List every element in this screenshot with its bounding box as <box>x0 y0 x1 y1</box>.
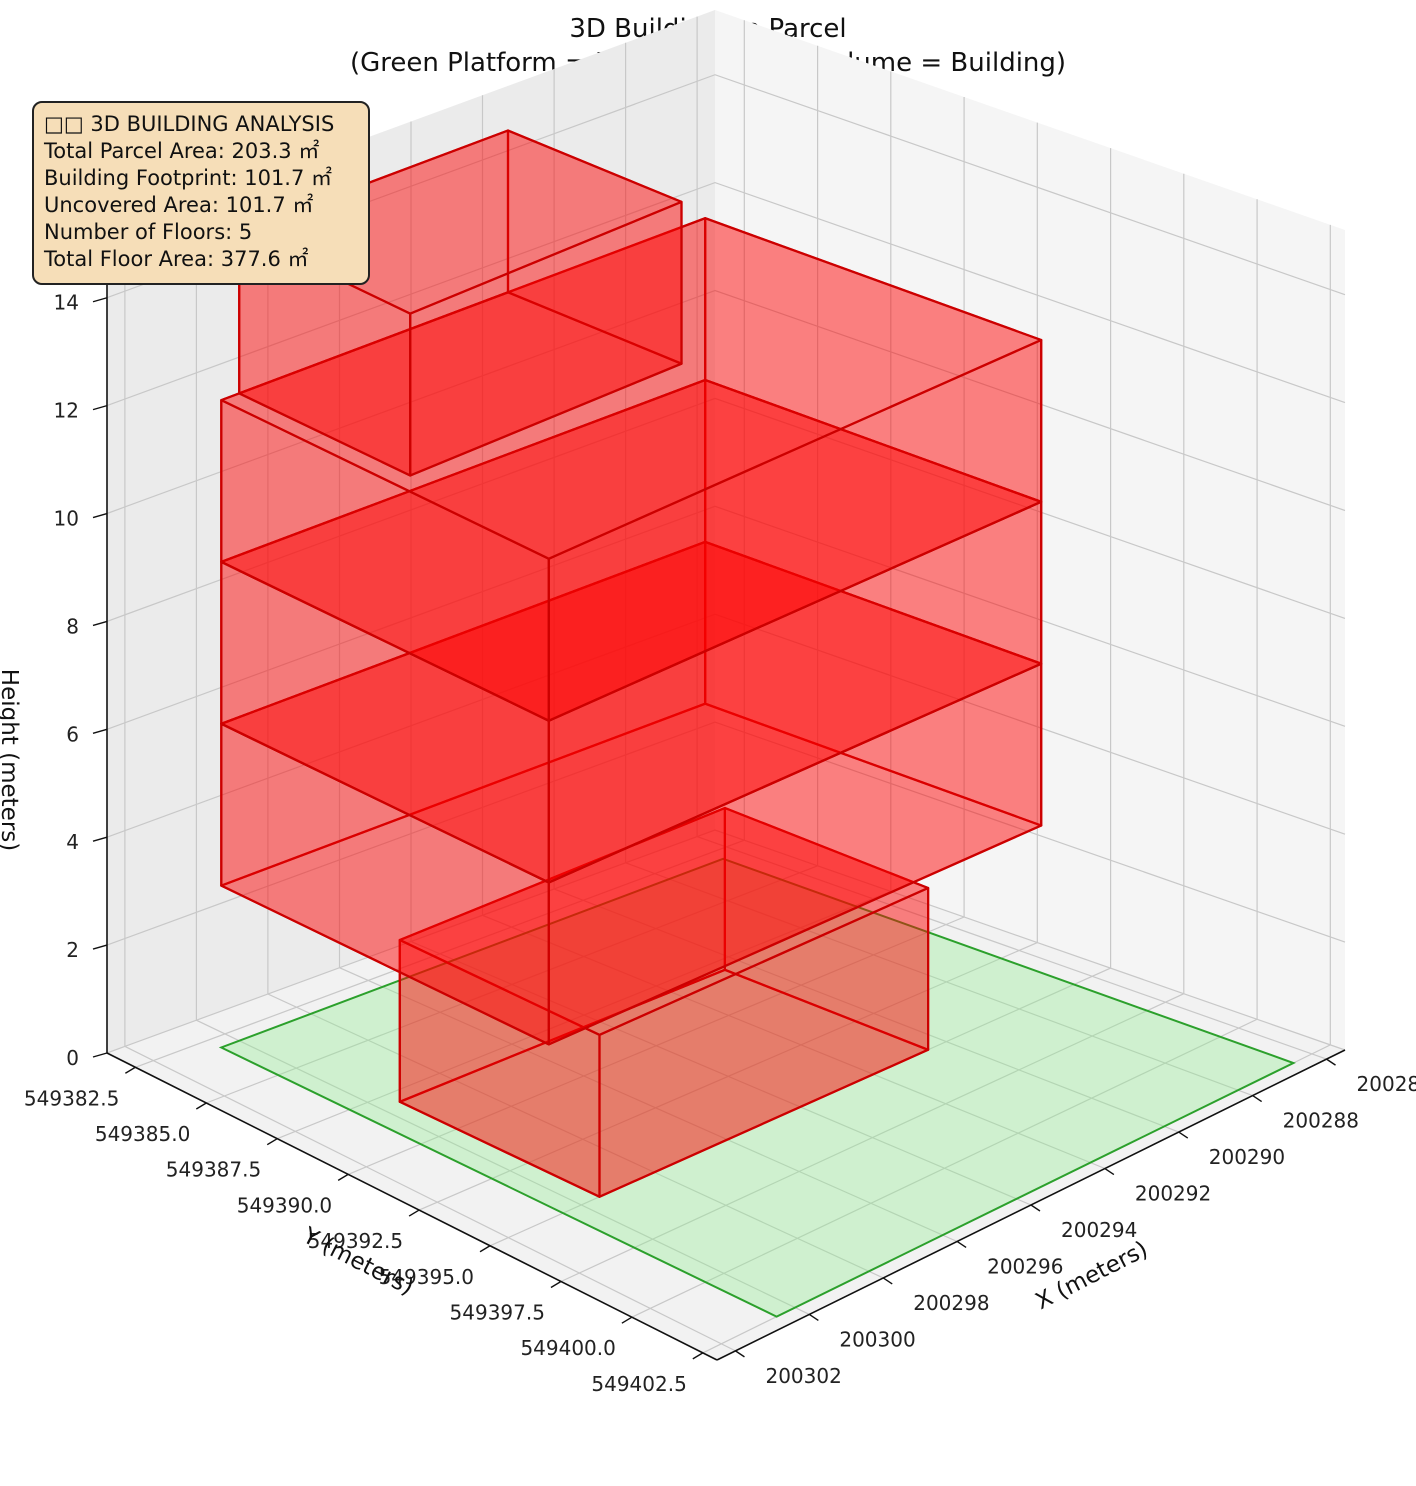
grid-line-z <box>106 613 1346 838</box>
y-tick-label: 549402.5 <box>591 1372 686 1396</box>
x-tick <box>808 1313 819 1321</box>
x-tick-label: 200296 <box>987 1254 1063 1278</box>
grid-line-z <box>106 289 1346 515</box>
x-tick-label: 200286 <box>1357 1072 1416 1096</box>
info-line-uncovered: Uncovered Area: 101.7 ㎡ <box>44 193 314 217</box>
analysis-info-box: □□ 3D BUILDING ANALYSIS Total Parcel Are… <box>32 101 370 285</box>
x-tick-label: 200290 <box>1209 1145 1285 1169</box>
y-tick-label: 549390.0 <box>237 1193 332 1217</box>
x-tick-label: 200294 <box>1061 1218 1137 1242</box>
y-tick <box>337 1173 349 1181</box>
y-tick-label: 549382.5 <box>24 1086 119 1110</box>
y-tick-label: 549395.0 <box>379 1265 474 1289</box>
z-axis-label: Height (meters) <box>0 669 22 851</box>
y-tick <box>621 1316 633 1324</box>
chart-marks <box>218 129 1296 1318</box>
x-tick-label: 200298 <box>913 1291 989 1315</box>
info-line-floor-area: Total Floor Area: 377.6 ㎡ <box>44 247 309 271</box>
parcel-platform <box>218 857 1296 1318</box>
z-tick <box>92 1052 108 1058</box>
y-axis-line <box>106 1052 718 1361</box>
z-tick <box>92 404 108 411</box>
x-tick <box>1178 1131 1189 1139</box>
y-tick <box>692 1352 704 1360</box>
z-tick-label: 10 <box>54 507 79 531</box>
x-tick <box>956 1240 967 1249</box>
floor-3 <box>220 378 1043 884</box>
x-tick-label: 200302 <box>765 1364 841 1388</box>
y-tick-label: 549397.5 <box>450 1300 545 1324</box>
z-tick-label: 8 <box>66 614 79 638</box>
x-tick <box>1252 1095 1263 1103</box>
x-tick-label: 200288 <box>1283 1109 1359 1133</box>
grid-line-z <box>106 721 1346 946</box>
z-tick-label: 12 <box>54 399 79 423</box>
x-tick <box>1326 1058 1336 1066</box>
z-tick-label: 14 <box>54 291 79 315</box>
x-tick <box>882 1277 893 1285</box>
grid-line-z <box>106 181 1346 407</box>
info-box-heading: □□ 3D BUILDING ANALYSIS <box>44 112 335 136</box>
y-tick <box>408 1209 420 1217</box>
z-tick <box>92 944 108 950</box>
floor-2 <box>220 540 1043 1046</box>
info-line-parcel-area: Total Parcel Area: 203.3 ㎡ <box>44 139 320 163</box>
info-line-floors: Number of Floors: 5 <box>44 220 253 244</box>
info-line-footprint: Building Footprint: 101.7 ㎡ <box>44 166 333 190</box>
y-tick-label: 549385.0 <box>95 1122 190 1146</box>
y-tick <box>479 1245 491 1253</box>
z-tick <box>92 836 108 842</box>
grid-line-z <box>106 505 1346 730</box>
y-tick <box>195 1102 207 1110</box>
z-tick-label: 4 <box>66 830 79 854</box>
x-tick-label: 200292 <box>1135 1182 1211 1206</box>
y-tick <box>125 1066 136 1074</box>
right-back-pane <box>715 10 1345 1050</box>
x-tick-label: 200300 <box>839 1327 915 1351</box>
grid-line-z <box>106 829 1346 1054</box>
y-tick-label: 549400.0 <box>520 1336 615 1360</box>
y-tick-label: 549387.5 <box>166 1158 261 1182</box>
floor-4 <box>220 217 1043 722</box>
floor-1-face-5 <box>398 806 930 1037</box>
grid-line-z <box>106 397 1346 622</box>
y-tick <box>266 1138 278 1146</box>
y-tick <box>550 1280 562 1289</box>
y-tick-label: 549392.5 <box>308 1229 403 1253</box>
x-tick <box>1030 1204 1041 1212</box>
z-tick <box>92 728 108 734</box>
tick-marks <box>92 297 1336 1360</box>
z-tick-label: 6 <box>66 722 79 746</box>
floor-1 <box>398 806 930 1198</box>
z-tick-label: 0 <box>66 1046 79 1070</box>
z-tick <box>92 620 108 627</box>
z-tick <box>92 512 108 519</box>
x-tick <box>1104 1167 1115 1176</box>
x-tick <box>735 1350 745 1358</box>
z-tick-label: 2 <box>66 938 79 962</box>
z-tick <box>92 297 108 303</box>
